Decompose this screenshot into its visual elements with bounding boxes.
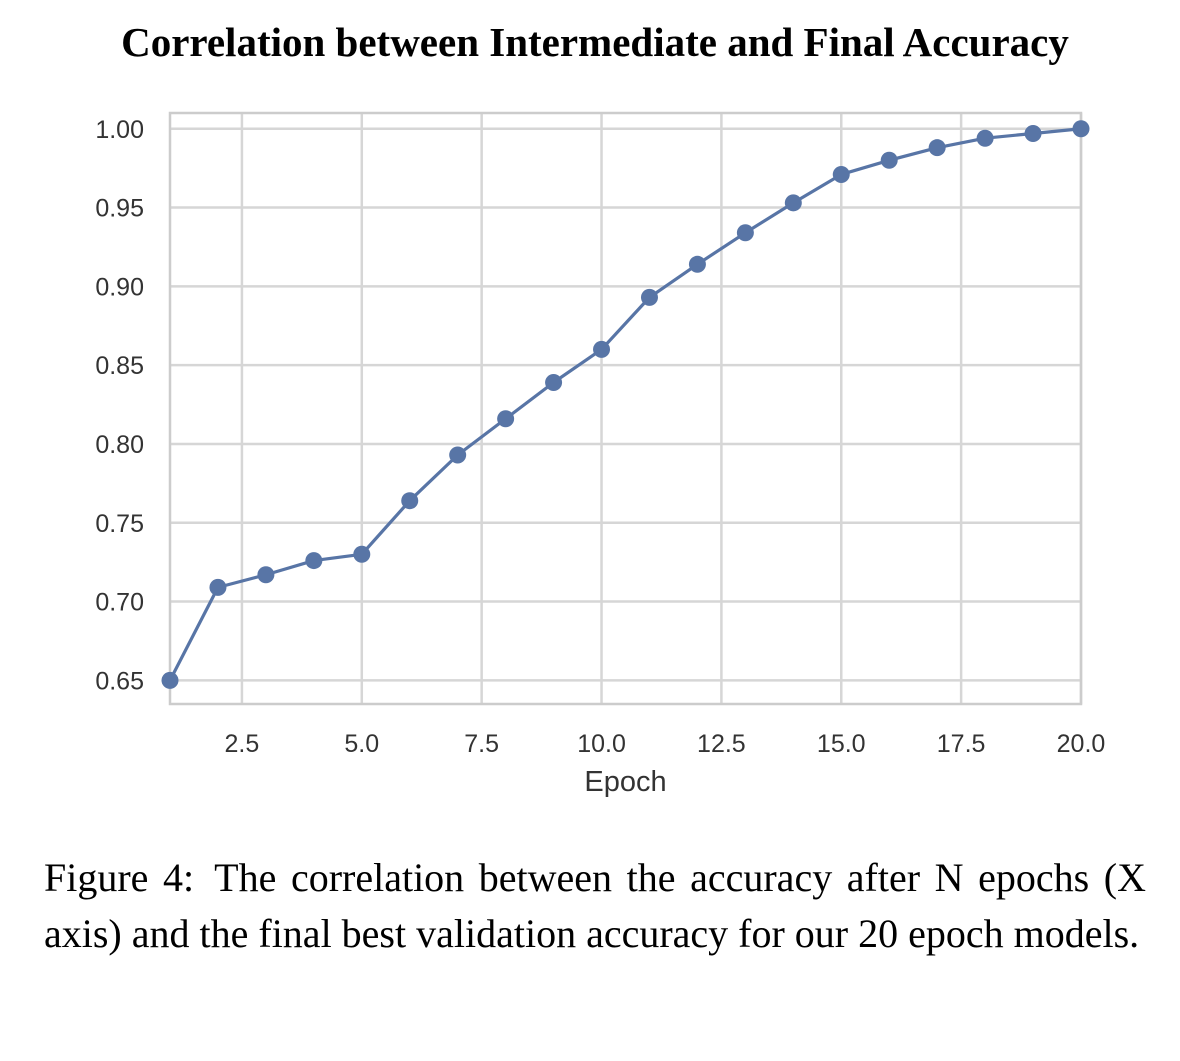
- x-tick-label: 5.0: [344, 730, 379, 758]
- y-tick-label: 0.70: [95, 589, 144, 617]
- data-point: [305, 552, 323, 570]
- y-tick-label: 1.00: [95, 116, 144, 144]
- chart-title: Correlation between Intermediate and Fin…: [121, 19, 1069, 65]
- data-point: [161, 671, 179, 689]
- data-point: [1024, 124, 1042, 142]
- x-tick-label: 7.5: [464, 730, 499, 758]
- data-point: [209, 578, 227, 596]
- data-point: [640, 288, 658, 306]
- data-point: [449, 446, 467, 464]
- data-point: [353, 545, 371, 563]
- grid-lines: [170, 113, 1083, 704]
- data-point: [976, 129, 994, 147]
- x-tick-label: 20.0: [1057, 730, 1106, 758]
- y-tick-label: 0.90: [95, 273, 144, 301]
- figure-caption: Figure 4: The correlation between the acc…: [44, 850, 1146, 962]
- data-point: [736, 224, 754, 242]
- data-point: [257, 566, 275, 584]
- x-tick-label: 10.0: [577, 730, 626, 758]
- data-point: [593, 340, 611, 358]
- data-point: [688, 255, 706, 273]
- line-chart: 2.5 5.0 7.5 10.0 12.5 15.0 17.5 20.0 0.65 0.70 0.7…: [95, 111, 1105, 798]
- data-point: [880, 151, 898, 169]
- x-tick-label: 2.5: [225, 730, 260, 758]
- x-axis-label: Epoch: [584, 766, 666, 798]
- y-tick-label: 0.95: [95, 195, 144, 223]
- y-tick-label: 0.85: [95, 352, 144, 380]
- x-tick-label: 17.5: [937, 730, 986, 758]
- data-point: [784, 194, 802, 212]
- series-line: [168, 127, 1082, 682]
- caption-label: Figure 4:: [44, 855, 195, 900]
- data-point: [1072, 120, 1090, 138]
- data-point: [832, 165, 850, 183]
- y-tick-label: 0.65: [95, 667, 144, 695]
- caption-text: The correlation between the accuracy aft…: [44, 855, 1147, 956]
- y-tick-label: 0.75: [95, 510, 144, 538]
- y-tick-label: 0.80: [95, 431, 144, 459]
- data-point: [497, 410, 515, 428]
- data-point: [928, 139, 946, 157]
- tick-labels: 2.5 5.0 7.5 10.0 12.5 15.0 17.5 20.0 0.65 0.70 0.7…: [95, 116, 1105, 758]
- x-tick-label: 15.0: [817, 730, 866, 758]
- x-tick-label: 12.5: [697, 730, 746, 758]
- plot-frame: [168, 111, 1083, 706]
- data-point: [401, 492, 419, 510]
- data-series: [161, 120, 1090, 689]
- data-point: [545, 373, 563, 391]
